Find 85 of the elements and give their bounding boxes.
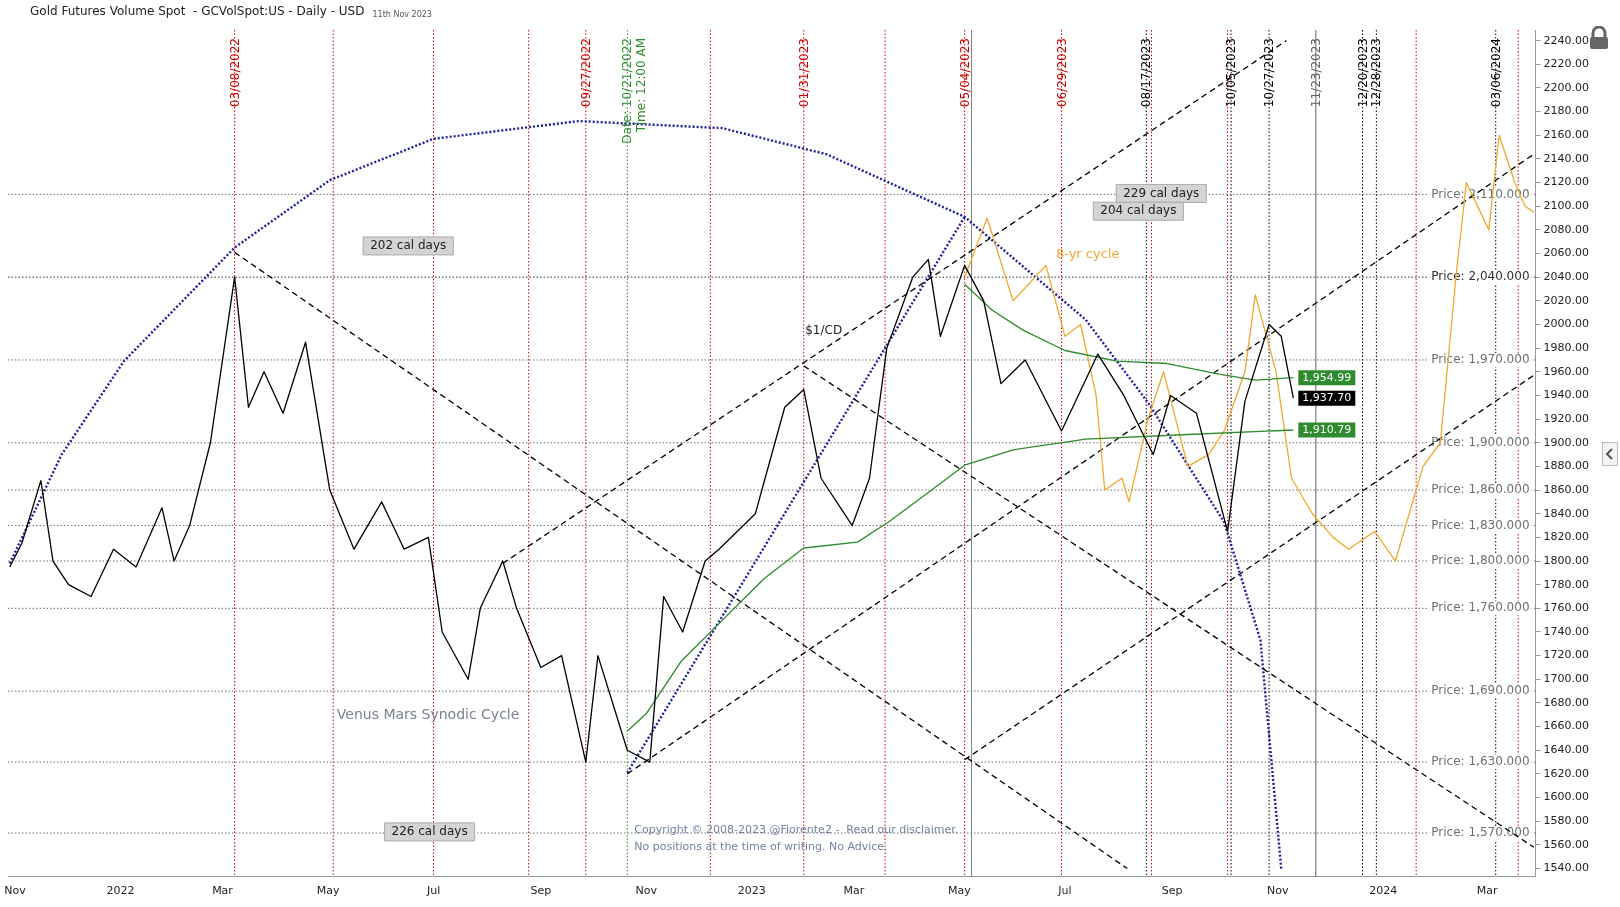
annotation: 229 cal days <box>1123 185 1200 200</box>
y-tick-label: 2060.00 <box>1543 246 1590 260</box>
y-tick-label: 1580.00 <box>1543 814 1590 828</box>
x-tick-label: Sep <box>530 884 552 898</box>
ref-line-label: 03/08/2022 <box>227 38 242 108</box>
x-tick-label: Mar <box>1476 884 1498 898</box>
x-tick-label: Mar <box>212 884 234 898</box>
y-tick-label: 1700.00 <box>1543 672 1590 686</box>
y-tick-label: 1980.00 <box>1543 341 1590 354</box>
x-tick-label: Mar <box>843 884 865 898</box>
y-tick-label: 1720.00 <box>1543 648 1590 662</box>
chart-subtitle: 11th Nov 2023 <box>372 10 432 20</box>
ref-line-label: 03/06/2024 <box>1488 38 1503 108</box>
ref-line-label: Price: 1,860.000 <box>1431 482 1530 497</box>
y-tick-label: 2240.00 <box>1543 33 1590 47</box>
y-tick-label: 1920.00 <box>1543 411 1590 425</box>
x-tick-label: May <box>948 884 972 898</box>
annotation: $1/CD <box>805 322 843 337</box>
y-tick-label: 1760.00 <box>1543 601 1590 615</box>
ref-line-label: 05/04/2023 <box>957 38 972 108</box>
y-tick-label: 1640.00 <box>1543 743 1590 757</box>
y-tick-label: 1740.00 <box>1543 624 1590 638</box>
ref-line-label: Price: 1,570.000 <box>1431 825 1530 840</box>
y-tick-label: 1960.00 <box>1543 364 1590 378</box>
y-tick-label: 2100.00 <box>1543 199 1590 213</box>
chart-title: Gold Futures Volume Spot - GCVolSpot:US - Daily - USD <box>30 4 365 19</box>
x-tick-label: Jul <box>425 884 441 898</box>
x-tick-label: May <box>316 884 340 898</box>
ref-line-label: Price: 1,630.000 <box>1431 754 1530 769</box>
y-tick-label: 1800.00 <box>1543 553 1590 567</box>
x-tick-label: Nov <box>4 884 27 898</box>
annotation: 204 cal days <box>1100 203 1177 218</box>
y-tick-label: 2140.00 <box>1543 151 1590 165</box>
y-tick-label: 1820.00 <box>1543 530 1590 544</box>
ref-line-label: Price: 1,800.000 <box>1431 553 1530 568</box>
annotation: No positions at the time of writing. No Advice. <box>634 840 888 854</box>
y-tick-label: 2180.00 <box>1543 104 1590 118</box>
y-tick-label: 1780.00 <box>1543 577 1590 591</box>
x-tick-label: 2024 <box>1369 884 1398 898</box>
ref-line-label: Price: 1,760.000 <box>1431 600 1530 615</box>
y-tick-label: 1620.00 <box>1543 766 1590 780</box>
annotation: Copyright © 2008-2023 @Fiorente2 - Read our disclaimer. <box>634 823 959 837</box>
y-tick-label: 1680.00 <box>1543 695 1590 709</box>
annotation: 226 cal days <box>391 824 468 839</box>
y-tick-label: 2020.00 <box>1543 293 1590 307</box>
ref-line-label: 12/20/2023 <box>1355 38 1370 108</box>
x-tick-label: Nov <box>1267 884 1289 898</box>
x-tick-label: Nov <box>635 884 658 898</box>
y-tick-label: 2220.00 <box>1543 57 1590 71</box>
y-tick-label: 1840.00 <box>1543 506 1590 520</box>
x-tick-label: Jul <box>1057 884 1072 898</box>
ref-line-label: 06/29/2023 <box>1054 38 1069 108</box>
ref-line-label: 10/05/2023 <box>1224 38 1239 108</box>
data-label: 1,910.79 <box>1302 422 1352 436</box>
y-tick-label: 1540.00 <box>1543 861 1590 875</box>
ref-line-label: 09/27/2022 <box>578 38 593 108</box>
series-label: 8-yr cycle <box>1055 246 1120 262</box>
ref-line-label: 08/17/2023 <box>1139 38 1154 108</box>
ref-line-label: 11/23/2023 <box>1308 38 1323 108</box>
y-tick-label: 1600.00 <box>1543 790 1590 804</box>
annotation: 202 cal days <box>370 238 447 253</box>
x-tick-label: 2023 <box>737 884 766 898</box>
y-tick-label: 1880.00 <box>1543 459 1590 473</box>
y-tick-label: 2000.00 <box>1543 317 1590 331</box>
y-tick-label: 2120.00 <box>1543 175 1590 189</box>
y-tick-label: 1940.00 <box>1543 388 1590 402</box>
y-tick-label: 1560.00 <box>1543 837 1590 851</box>
y-tick-label: 2080.00 <box>1543 222 1590 236</box>
ref-line-label: Price: 1,830.000 <box>1431 517 1530 532</box>
y-tick-label: 2200.00 <box>1543 80 1590 94</box>
ref-line-label: Price: 1,690.000 <box>1431 683 1530 698</box>
annotation: Venus Mars Synodic Cycle <box>336 705 520 722</box>
ref-line-label: Date: 10/21/2022 Time: 12:00 AM <box>620 38 649 144</box>
y-tick-label: 2040.00 <box>1543 270 1590 284</box>
data-label: 1,954.99 <box>1302 370 1352 384</box>
y-tick-label: 1900.00 <box>1543 435 1590 449</box>
ref-line-label: 10/27/2023 <box>1262 38 1277 108</box>
data-label: 1,937.70 <box>1302 391 1352 405</box>
x-tick-label: Sep <box>1161 884 1183 898</box>
ref-line-label: 01/31/2023 <box>796 38 811 108</box>
y-tick-label: 2160.00 <box>1543 128 1590 142</box>
ref-line-label: 12/28/2023 <box>1369 38 1384 108</box>
y-tick-label: 1860.00 <box>1543 482 1590 496</box>
y-tick-label: 1660.00 <box>1543 719 1590 733</box>
x-tick-label: 2022 <box>106 884 135 898</box>
